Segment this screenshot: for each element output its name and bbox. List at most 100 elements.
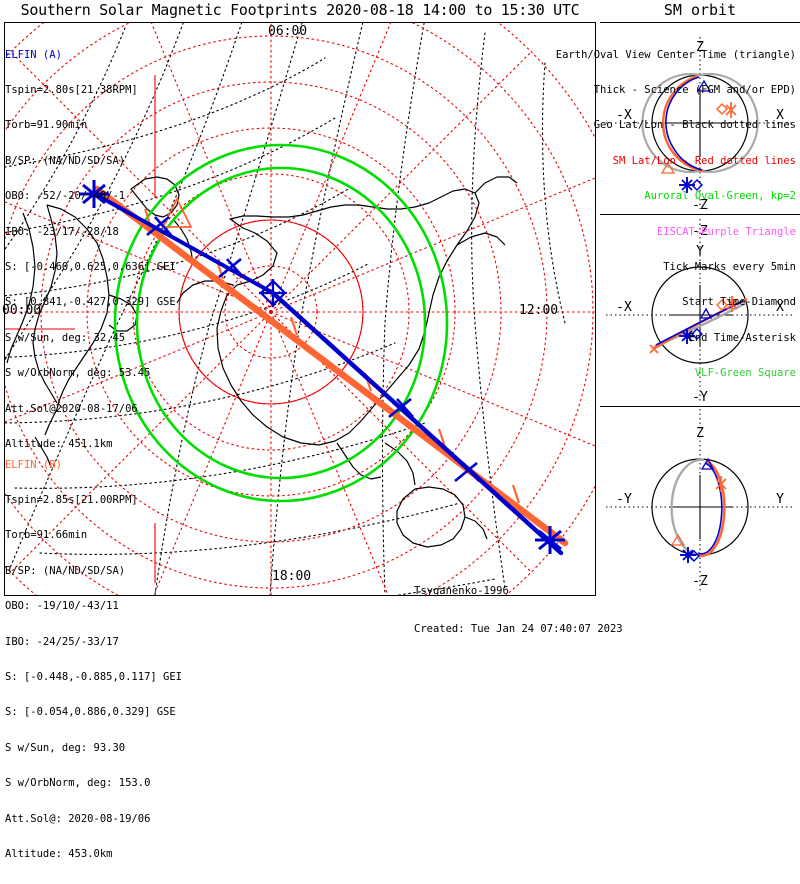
yz-axis-top-label: Z bbox=[696, 426, 704, 441]
mlt-label-00: 00:00 bbox=[2, 303, 42, 318]
credits-block: Tsyganenko-1996 Created: Tue Jan 24 07:4… bbox=[414, 560, 623, 660]
xz-diamond-b bbox=[715, 102, 729, 116]
xy-axis-prev-bottom-label: -Z bbox=[692, 224, 708, 239]
elfin-b-info-block: ELFIN (B) Tspin=2.85s[21.00RPM] Torb=91.… bbox=[5, 436, 182, 884]
legend-item-3: SM Lat/Lon - Red dotted lines bbox=[612, 154, 796, 167]
elfin-a-line-1: Torb=91.90min bbox=[5, 119, 88, 132]
yz-markers bbox=[670, 457, 727, 563]
sm-orbit-title: SM orbit bbox=[663, 1, 737, 19]
elfin-b-line-10: Altitude: 453.0km bbox=[5, 847, 113, 860]
elfin-a-line-7: S w/Sun, deg: 32.45 bbox=[5, 331, 126, 344]
sm-orbit-panel-xz: Z -X X -Z bbox=[600, 22, 800, 214]
elfin-a-line-5: S: [-0.460,0.625,0.636] GEI bbox=[5, 260, 176, 273]
elfin-a-line-6: S: [0.841,-0.427,0.329] GSE bbox=[5, 296, 176, 309]
yz-axis-left-label: -Y bbox=[616, 492, 632, 507]
elfin-b-name: ELFIN (B) bbox=[5, 458, 62, 471]
legend-item-9: VLF-Green Square bbox=[694, 367, 796, 380]
sm-orbit-panel-yz: Z -Y Y -Z bbox=[600, 406, 800, 596]
xy-diamond-a bbox=[691, 328, 703, 340]
plot-root: Southern Solar Magnetic Footprints 2020-… bbox=[0, 0, 800, 860]
xz-axis-bottom-label: -Z bbox=[692, 198, 708, 213]
xy-asterisk-a bbox=[679, 328, 695, 344]
auroral-oval bbox=[113, 143, 449, 503]
page-title: Southern Solar Magnetic Footprints 2020-… bbox=[20, 1, 580, 19]
legend-item-7: Start Time-Diamond bbox=[682, 296, 796, 309]
created-timestamp: Created: Tue Jan 24 07:40:07 2023 bbox=[414, 622, 623, 635]
elfin-a-end-asterisk bbox=[79, 180, 109, 208]
yz-axes-dotted bbox=[606, 409, 794, 593]
yz-triangle-marker bbox=[700, 457, 715, 470]
elfin-a-line-4: IBO: -23/17/-28/18 bbox=[5, 225, 119, 238]
elfin-b-line-3: OBO: -19/10/-43/11 bbox=[5, 600, 119, 613]
elfin-b-line-6: S: [-0.054,0.886,0.329] GSE bbox=[5, 706, 176, 719]
mlt-label-18: 18:00 bbox=[272, 569, 312, 584]
elfin-b-line-0: Tspin=2.85s[21.00RPM] bbox=[5, 493, 138, 506]
xz-axes-solid bbox=[666, 89, 734, 157]
geo-latlon-grid bbox=[5, 23, 566, 595]
xz-asterisk-b bbox=[725, 102, 737, 118]
legend-item-6: Tick Marks every 5min bbox=[663, 260, 796, 273]
sm-orbit-xy-svg: -Z Y -X X -Y bbox=[606, 219, 794, 405]
mlt-label-06: 06:00 bbox=[268, 24, 308, 39]
sm-orbit-panel-xy: -Z Y -X X -Y bbox=[600, 214, 800, 406]
yz-axis-right-label: Y bbox=[776, 492, 784, 507]
legend-item-0: Earth/Oval View Center Time (triangle) bbox=[555, 48, 796, 61]
xy-axis-left-label: -X bbox=[616, 300, 632, 315]
mlt-label-12: 12:00 bbox=[519, 303, 559, 318]
polar-map-svg bbox=[5, 23, 595, 595]
elfin-a-track bbox=[79, 180, 565, 556]
xy-axis-bottom-label: -Y bbox=[692, 390, 708, 405]
legend-item-8: End Time-Asterisk bbox=[688, 331, 796, 344]
yz-triangle-b bbox=[670, 533, 686, 546]
yz-orbit-elfin-b bbox=[697, 459, 726, 558]
sm-orbit-xz-svg: Z -X X -Z bbox=[606, 37, 794, 213]
yz-orbit-elfin-a bbox=[697, 462, 723, 555]
elfin-b-line-7: S w/Sun, deg: 93.30 bbox=[5, 741, 126, 754]
polar-map-panel bbox=[4, 22, 596, 596]
elfin-a-line-2: B/SP: (NA/ND/SD/SA) bbox=[5, 154, 126, 167]
elfin-a-track-end-asterisk bbox=[535, 526, 565, 554]
elfin-a-line-9: Att.Sol@2020-08-17/06 bbox=[5, 402, 138, 415]
elfin-b-line-2: B/SP: (NA/ND/SD/SA) bbox=[5, 564, 126, 577]
xz-axis-left-label: -X bbox=[616, 108, 632, 123]
xy-triangle-marker bbox=[699, 307, 713, 319]
elfin-a-line-3: OBO: -52/-20/-48/-1 bbox=[5, 190, 126, 203]
legend-item-2: Geo Lat/Lon - Black dotted lines bbox=[593, 119, 796, 132]
legend: Earth/Oval View Center Time (triangle) T… bbox=[556, 26, 796, 404]
yz-axis-bottom-label: -Z bbox=[692, 574, 708, 589]
elfin-a-line-0: Tspin=2.80s[21.38RPM] bbox=[5, 83, 138, 96]
xy-axis-right-label: X bbox=[776, 300, 784, 315]
elfin-b-line-1: Torb=91.66min bbox=[5, 529, 88, 542]
legend-item-5: EISCAT-Purple Triangle bbox=[656, 225, 796, 238]
xy-earth-circle bbox=[651, 266, 749, 364]
xy-axes-dotted bbox=[606, 219, 794, 403]
legend-item-1: Thick - Science (FGM and/or EPD) bbox=[593, 83, 796, 96]
elfin-a-name: ELFIN (A) bbox=[5, 48, 62, 61]
elfin-a-line-10: Altitude: 451.1km bbox=[5, 437, 113, 450]
xy-markers bbox=[649, 296, 738, 354]
yz-orbit-gray bbox=[670, 458, 705, 557]
legend-item-4: Auroral Oval-Green, kp=2 bbox=[644, 190, 796, 203]
xz-orbit-elfin-a bbox=[665, 76, 703, 171]
xz-asterisk-a bbox=[679, 177, 695, 193]
elfin-a-info-block: ELFIN (A) Tspin=2.80s[21.38RPM] Torb=91.… bbox=[5, 26, 176, 474]
elfin-b-view-center-triangle bbox=[161, 196, 193, 228]
elfin-a-tick-marks bbox=[146, 215, 480, 483]
elfin-b-line-5: S: [-0.448,-0.885,0.117] GEI bbox=[5, 670, 183, 683]
sm-latlon-grid bbox=[5, 23, 595, 595]
elfin-a-start-diamond bbox=[259, 279, 287, 307]
xy-axis-top-label: Y bbox=[696, 244, 704, 259]
model-name: Tsyganenko-1996 bbox=[414, 585, 509, 597]
xz-orbit-elfin-b bbox=[661, 74, 705, 173]
elfin-a-line-8: S w/OrbNorm, deg: 53.45 bbox=[5, 367, 151, 380]
xy-diamond-b bbox=[716, 299, 728, 311]
yz-diamond-a bbox=[688, 550, 700, 562]
xz-markers bbox=[660, 79, 737, 193]
xz-axis-top-label: Z bbox=[696, 40, 704, 55]
elfin-b-line-4: IBO: -24/25/-33/17 bbox=[5, 635, 119, 648]
xz-triangle-b bbox=[660, 161, 676, 174]
xy-endcap-left bbox=[649, 344, 659, 354]
xy-asterisk-b bbox=[726, 296, 738, 312]
elfin-b-line-9: Att.Sol@: 2020-08-19/06 bbox=[5, 812, 151, 825]
xz-axis-right-label: X bbox=[776, 108, 784, 123]
